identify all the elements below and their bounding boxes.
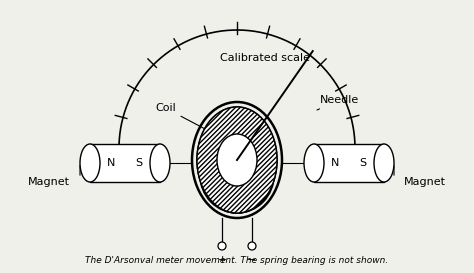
Text: +: + [217, 255, 227, 265]
Bar [90, 144, 160, 182]
Text: Coil: Coil [155, 103, 205, 129]
Ellipse shape [197, 107, 277, 213]
Bar [314, 144, 384, 182]
Circle shape [218, 242, 226, 250]
Text: S: S [136, 158, 143, 168]
Text: Magnet: Magnet [28, 177, 70, 187]
Text: 0: 0 [101, 148, 109, 158]
Text: −: − [247, 255, 257, 265]
Text: N: N [331, 158, 339, 168]
Text: S: S [359, 158, 366, 168]
Ellipse shape [80, 144, 100, 182]
Text: Magnet: Magnet [404, 177, 446, 187]
Ellipse shape [217, 134, 257, 186]
Text: N: N [107, 158, 115, 168]
Ellipse shape [197, 107, 277, 213]
Ellipse shape [304, 144, 324, 182]
Text: The D'Arsonval meter movement. The spring bearing is not shown.: The D'Arsonval meter movement. The sprin… [85, 256, 389, 265]
Text: Calibrated scale: Calibrated scale [220, 53, 310, 63]
Text: Needle: Needle [317, 95, 359, 110]
Circle shape [248, 242, 256, 250]
Ellipse shape [150, 144, 170, 182]
Ellipse shape [374, 144, 394, 182]
